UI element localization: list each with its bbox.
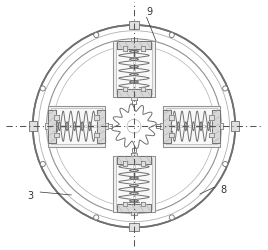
Text: 3: 3 xyxy=(27,190,34,200)
Polygon shape xyxy=(116,44,152,95)
Polygon shape xyxy=(113,41,155,98)
Polygon shape xyxy=(131,212,137,215)
Polygon shape xyxy=(123,202,127,206)
Polygon shape xyxy=(220,124,222,130)
Polygon shape xyxy=(141,87,145,92)
Polygon shape xyxy=(123,162,127,166)
Polygon shape xyxy=(161,124,163,130)
Polygon shape xyxy=(141,162,145,166)
Bar xyxy=(108,125,112,129)
Circle shape xyxy=(223,86,228,92)
Polygon shape xyxy=(94,116,99,120)
Polygon shape xyxy=(117,156,151,164)
Text: 8: 8 xyxy=(221,185,227,195)
Polygon shape xyxy=(48,110,56,143)
Polygon shape xyxy=(117,41,151,50)
Text: 9: 9 xyxy=(146,7,152,17)
Polygon shape xyxy=(112,104,156,149)
Polygon shape xyxy=(131,98,137,100)
Polygon shape xyxy=(97,110,105,143)
Polygon shape xyxy=(131,38,137,41)
Polygon shape xyxy=(163,106,220,147)
Bar xyxy=(132,100,136,105)
Polygon shape xyxy=(123,87,127,92)
Polygon shape xyxy=(54,116,59,120)
Polygon shape xyxy=(163,110,171,143)
Polygon shape xyxy=(117,90,151,98)
Polygon shape xyxy=(123,47,127,52)
Circle shape xyxy=(169,34,174,38)
Circle shape xyxy=(169,215,174,220)
Polygon shape xyxy=(212,110,220,143)
Polygon shape xyxy=(209,133,214,138)
Bar xyxy=(156,125,160,129)
Bar xyxy=(132,149,136,153)
Circle shape xyxy=(40,86,45,92)
Polygon shape xyxy=(209,116,214,120)
Polygon shape xyxy=(48,106,105,147)
Bar xyxy=(129,224,139,232)
Polygon shape xyxy=(117,204,151,212)
Polygon shape xyxy=(54,133,59,138)
Polygon shape xyxy=(46,124,48,130)
Polygon shape xyxy=(51,109,102,144)
Circle shape xyxy=(127,120,141,134)
Polygon shape xyxy=(113,156,155,212)
Polygon shape xyxy=(166,109,217,144)
Bar xyxy=(129,22,139,30)
Polygon shape xyxy=(169,116,174,120)
Circle shape xyxy=(40,162,45,167)
Bar xyxy=(29,122,37,132)
Circle shape xyxy=(94,215,99,220)
Circle shape xyxy=(223,162,228,167)
Circle shape xyxy=(94,34,99,38)
Polygon shape xyxy=(131,153,137,156)
Polygon shape xyxy=(116,159,152,209)
Bar xyxy=(231,122,239,132)
Polygon shape xyxy=(94,133,99,138)
Polygon shape xyxy=(141,47,145,52)
Polygon shape xyxy=(105,124,107,130)
Circle shape xyxy=(33,26,235,228)
Polygon shape xyxy=(169,133,174,138)
Polygon shape xyxy=(141,202,145,206)
